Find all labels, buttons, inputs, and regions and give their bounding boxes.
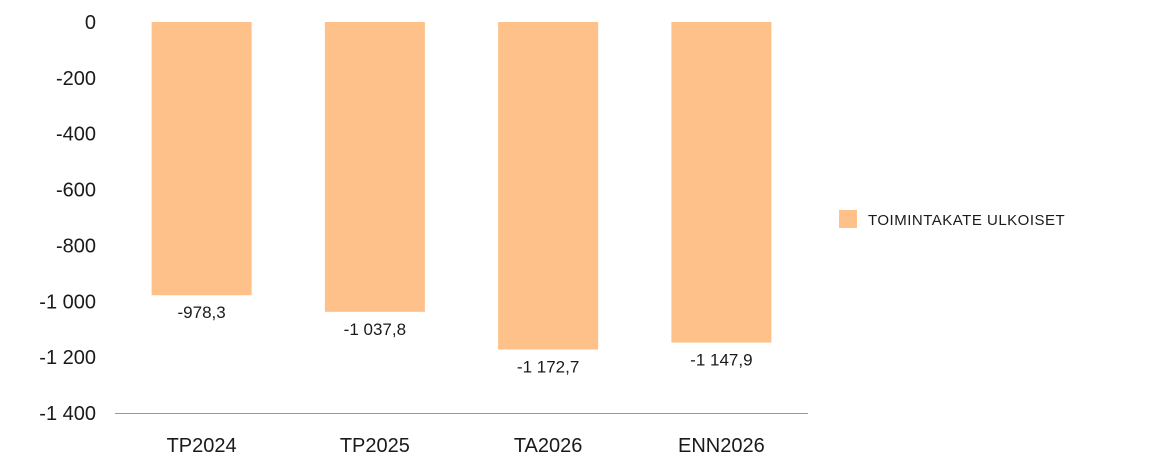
- x-axis: TP2024 TP2025 TA2026 ENN2026: [167, 435, 765, 457]
- bar: [498, 22, 599, 350]
- data-label: -1 037,8: [344, 320, 406, 339]
- y-tick-label: -200: [56, 68, 96, 90]
- y-tick-label: -800: [56, 235, 96, 257]
- legend: TOIMINTAKATE ULKOISET: [839, 210, 1065, 229]
- y-tick-label: -1 000: [39, 291, 96, 313]
- y-tick-label: 0: [85, 12, 96, 34]
- data-label: -1 172,7: [517, 358, 579, 377]
- bar: [671, 22, 772, 343]
- y-tick-label: -600: [56, 180, 96, 202]
- bar: [151, 22, 252, 296]
- x-tick-label: TA2026: [514, 435, 583, 457]
- x-tick-label: TP2024: [167, 435, 237, 457]
- y-tick-label: -400: [56, 124, 96, 146]
- data-label: -978,3: [178, 303, 226, 322]
- y-tick-label: -1 200: [39, 347, 96, 369]
- data-labels: -978,3 -1 037,8 -1 172,7 -1 147,9: [178, 303, 753, 376]
- x-tick-label: ENN2026: [678, 435, 765, 457]
- bar: [324, 22, 425, 312]
- legend-label: TOIMINTAKATE ULKOISET: [868, 212, 1065, 229]
- x-tick-label: TP2025: [340, 435, 410, 457]
- legend-swatch: [839, 210, 857, 228]
- bars: [151, 22, 772, 350]
- y-axis: 0 -200 -400 -600 -800 -1 000 -1 200 -1 400: [39, 12, 96, 425]
- y-tick-label: -1 400: [39, 403, 96, 425]
- data-label: -1 147,9: [690, 351, 752, 370]
